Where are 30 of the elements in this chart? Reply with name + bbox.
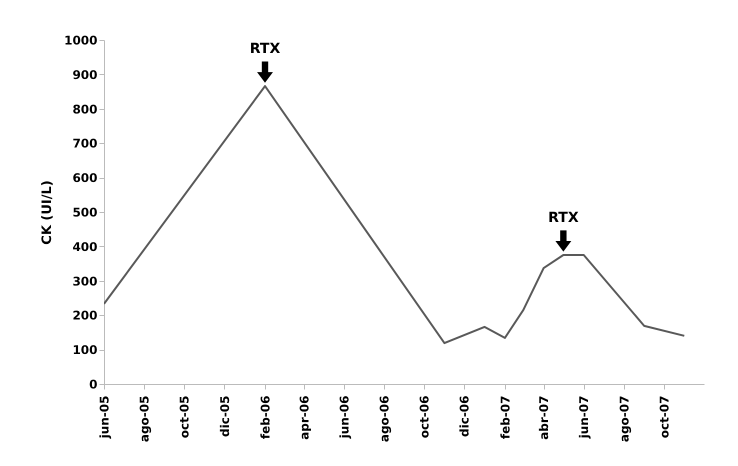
x-tick-label: oct-07 <box>657 396 672 438</box>
x-tick-label: feb-06 <box>258 396 273 440</box>
y-tick-label: 400 <box>72 240 98 254</box>
line-series <box>104 85 686 344</box>
x-tick-label: apr-06 <box>297 396 312 440</box>
x-tick-label: feb-07 <box>498 396 512 440</box>
y-axis-title: CK (UI/L) <box>40 180 56 245</box>
annotation: RTX <box>250 41 280 58</box>
y-tick-label: 100 <box>72 343 98 358</box>
y-tick-label: 1000 <box>64 34 98 48</box>
y-tick-label: 300 <box>72 274 98 288</box>
y-tick-label: 600 <box>72 171 98 186</box>
y-tick-label: 800 <box>72 102 98 116</box>
x-tick-label: oct-06 <box>418 396 432 438</box>
x-tick-label: ago-05 <box>138 396 152 442</box>
x-tick-label: dic-05 <box>218 396 232 437</box>
x-tick-label: oct-05 <box>178 396 192 438</box>
x-tick-label: jun-07 <box>577 396 592 440</box>
x-tick-label: ago-06 <box>377 396 392 442</box>
x-tick-label: abr-07 <box>537 396 552 440</box>
x-tick-label: jun-06 <box>337 396 352 440</box>
y-tick-label: 200 <box>72 308 98 323</box>
y-tick-label: 500 <box>72 206 98 220</box>
annotation: RTX <box>548 210 579 226</box>
y-tick-label: 700 <box>72 136 98 151</box>
x-tick-label: jun-05 <box>98 396 112 440</box>
x-tick-label: ago-07 <box>617 396 632 442</box>
y-tick-label: 0 <box>89 378 98 392</box>
y-tick-label: 900 <box>72 68 98 82</box>
x-tick-label: dic-06 <box>458 396 472 437</box>
